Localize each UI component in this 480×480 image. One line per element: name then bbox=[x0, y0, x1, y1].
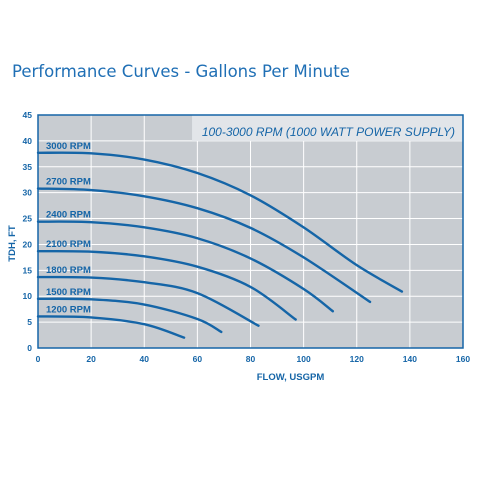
series-label: 3000 RPM bbox=[46, 141, 91, 152]
curves bbox=[36, 151, 404, 339]
annotation-text: 100-3000 RPM (1000 WATT POWER SUPPLY) bbox=[202, 125, 455, 139]
series-label: 1500 RPM bbox=[46, 287, 91, 298]
x-tick-label: 80 bbox=[246, 354, 256, 364]
x-tick-label: 20 bbox=[86, 354, 96, 364]
y-axis-label: TDH, FT bbox=[7, 225, 18, 262]
y-tick-label: 10 bbox=[23, 291, 33, 301]
x-tick-label: 60 bbox=[193, 354, 203, 364]
x-tick-label: 0 bbox=[36, 354, 41, 364]
x-tick-label: 120 bbox=[350, 354, 364, 364]
x-tick-label: 40 bbox=[140, 354, 150, 364]
series-label: 2700 RPM bbox=[46, 177, 91, 188]
y-tick-label: 0 bbox=[27, 343, 32, 353]
series-label: 1200 RPM bbox=[46, 304, 91, 315]
x-tick-label: 100 bbox=[297, 354, 311, 364]
annotation-box bbox=[192, 115, 463, 141]
series-line bbox=[36, 187, 372, 304]
y-tick-label: 40 bbox=[23, 136, 33, 146]
series-line bbox=[36, 151, 404, 293]
x-tick-label: 140 bbox=[403, 354, 417, 364]
series-line bbox=[36, 297, 223, 334]
y-tick-label: 30 bbox=[23, 188, 33, 198]
series-label: 2100 RPM bbox=[46, 239, 91, 250]
series-labels: 3000 RPM 2700 RPM 2400 RPM 2100 RPM 1800 RPM… bbox=[46, 141, 91, 316]
y-tick-label: 5 bbox=[27, 317, 32, 327]
y-tick-label: 45 bbox=[23, 110, 33, 120]
x-tick-label: 160 bbox=[456, 354, 470, 364]
y-tick-label: 35 bbox=[23, 162, 33, 172]
x-axis-label: FLOW, USGPM bbox=[257, 372, 325, 383]
y-tick-label: 20 bbox=[23, 239, 33, 249]
series-line bbox=[36, 315, 186, 339]
series-line bbox=[36, 220, 335, 313]
y-tick-label: 25 bbox=[23, 214, 33, 224]
series-line bbox=[36, 249, 297, 321]
y-axis-ticks: 0 5 10 15 20 25 30 35 40 45 bbox=[23, 110, 33, 353]
y-tick-label: 15 bbox=[23, 265, 33, 275]
series-label: 2400 RPM bbox=[46, 210, 91, 221]
page-title: Performance Curves - Gallons Per Minute bbox=[12, 62, 350, 81]
x-axis-ticks: 0 20 40 60 80 100 120 140 160 bbox=[36, 354, 471, 364]
plot-frame bbox=[37, 114, 464, 349]
series-line bbox=[36, 275, 260, 327]
series-label: 1800 RPM bbox=[46, 265, 91, 276]
